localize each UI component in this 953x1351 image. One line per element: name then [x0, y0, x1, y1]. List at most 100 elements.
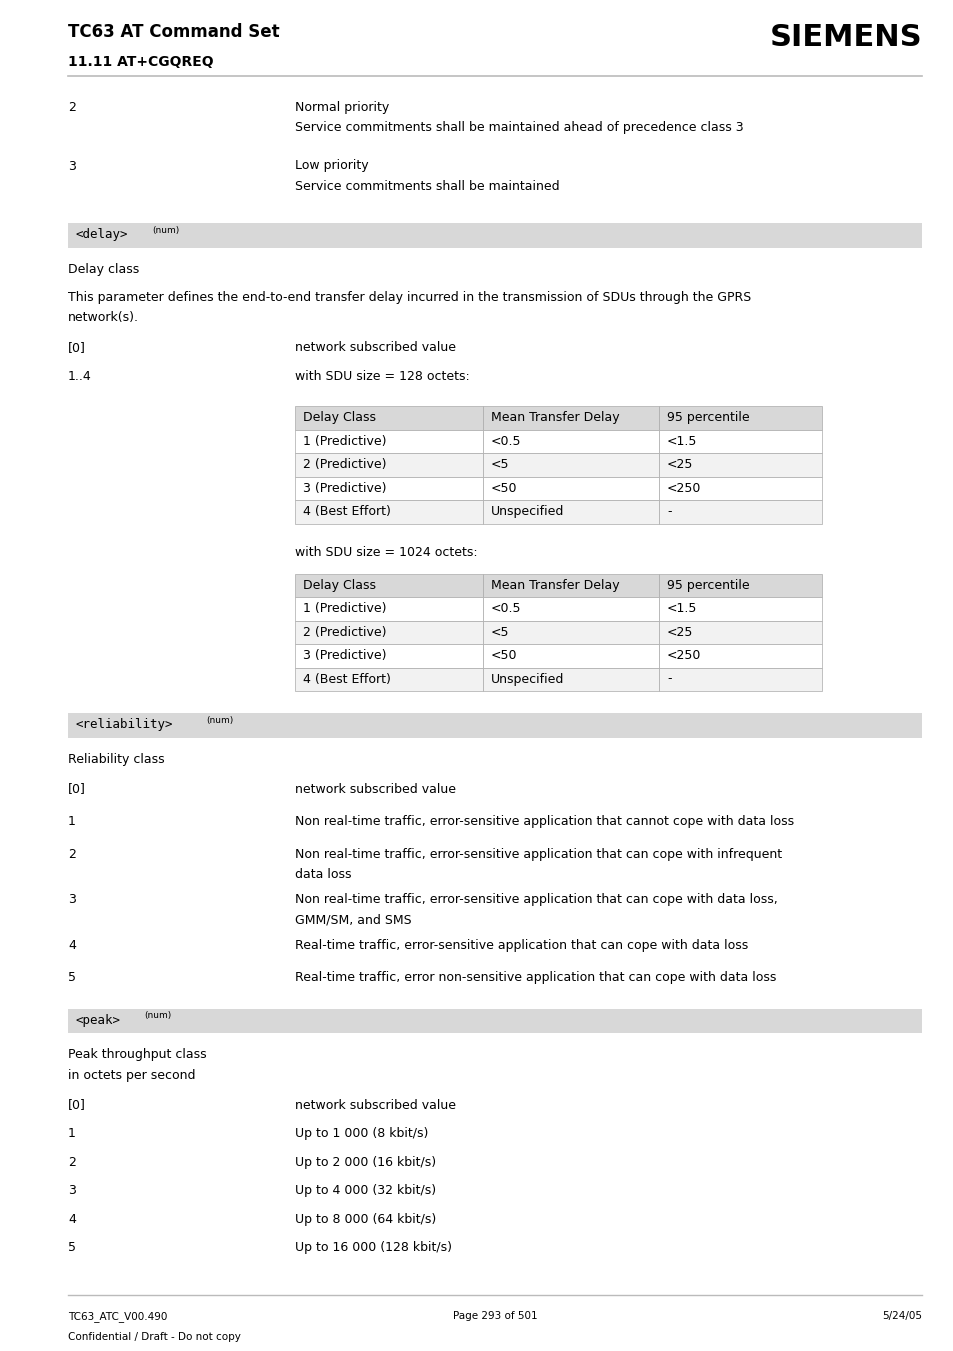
Text: <1.5: <1.5 [666, 435, 697, 447]
Text: GMM/SM, and SMS: GMM/SM, and SMS [294, 913, 411, 927]
Text: 4: 4 [68, 1212, 76, 1225]
Bar [482, 453, 659, 477]
Bar [294, 453, 482, 477]
Text: Mean Transfer Delay: Mean Transfer Delay [491, 411, 619, 424]
Text: (num): (num) [144, 1011, 172, 1020]
Text: <250: <250 [666, 481, 700, 494]
Text: 3: 3 [68, 159, 76, 173]
Text: -: - [666, 505, 671, 517]
Bar [294, 407, 482, 430]
Text: Normal priority: Normal priority [294, 101, 389, 113]
Bar [659, 500, 821, 523]
Bar [294, 500, 482, 523]
Text: 2: 2 [68, 847, 76, 861]
Text: <50: <50 [491, 481, 517, 494]
Text: 2: 2 [68, 1155, 76, 1169]
Bar [659, 620, 821, 644]
Text: 5: 5 [68, 1242, 76, 1254]
Text: <5: <5 [491, 626, 509, 639]
Text: 3 (Predictive): 3 (Predictive) [303, 481, 386, 494]
Text: Real-time traffic, error-sensitive application that can cope with data loss: Real-time traffic, error-sensitive appli… [294, 939, 747, 951]
Text: Reliability class: Reliability class [68, 753, 165, 766]
Bar [482, 667, 659, 690]
Text: 5/24/05: 5/24/05 [882, 1310, 921, 1321]
Text: <5: <5 [491, 458, 509, 471]
Text: network(s).: network(s). [68, 311, 139, 324]
Text: 95 percentile: 95 percentile [666, 578, 749, 592]
Text: Peak throughput class: Peak throughput class [68, 1048, 207, 1061]
Text: SIEMENS: SIEMENS [768, 23, 921, 51]
Text: <25: <25 [666, 458, 693, 471]
Text: network subscribed value: network subscribed value [294, 782, 456, 796]
Text: <peak>: <peak> [76, 1013, 121, 1027]
Bar [294, 477, 482, 500]
Text: data loss: data loss [294, 867, 351, 881]
Text: 5: 5 [68, 971, 76, 984]
Text: Non real-time traffic, error-sensitive application that cannot cope with data lo: Non real-time traffic, error-sensitive a… [294, 815, 793, 828]
Text: Delay Class: Delay Class [303, 411, 375, 424]
Text: in octets per second: in octets per second [68, 1069, 195, 1082]
Text: Service commitments shall be maintained ahead of precedence class 3: Service commitments shall be maintained … [294, 122, 742, 135]
Text: 1: 1 [68, 1127, 76, 1140]
Bar [482, 407, 659, 430]
Text: 4 (Best Effort): 4 (Best Effort) [303, 505, 391, 517]
Text: 95 percentile: 95 percentile [666, 411, 749, 424]
Bar [68, 223, 921, 247]
Text: 2 (Predictive): 2 (Predictive) [303, 626, 386, 639]
Bar [294, 430, 482, 453]
Text: 2: 2 [68, 101, 76, 113]
Text: Non real-time traffic, error-sensitive application that can cope with data loss,: Non real-time traffic, error-sensitive a… [294, 893, 777, 907]
Text: <25: <25 [666, 626, 693, 639]
Bar [482, 500, 659, 523]
Text: [0]: [0] [68, 340, 86, 354]
Text: network subscribed value: network subscribed value [294, 1098, 456, 1112]
Text: (num): (num) [206, 716, 233, 724]
Text: TC63_ATC_V00.490: TC63_ATC_V00.490 [68, 1310, 167, 1321]
Text: Unspecified: Unspecified [491, 673, 564, 685]
Bar [659, 644, 821, 667]
Bar [482, 477, 659, 500]
Text: <250: <250 [666, 648, 700, 662]
Text: -: - [666, 673, 671, 685]
Text: Up to 4 000 (32 kbit/s): Up to 4 000 (32 kbit/s) [294, 1183, 436, 1197]
Text: Real-time traffic, error non-sensitive application that can cope with data loss: Real-time traffic, error non-sensitive a… [294, 971, 776, 984]
Text: 1 (Predictive): 1 (Predictive) [303, 435, 386, 447]
Bar [659, 453, 821, 477]
Text: Up to 2 000 (16 kbit/s): Up to 2 000 (16 kbit/s) [294, 1155, 436, 1169]
Text: 11.11 AT+CGQREQ: 11.11 AT+CGQREQ [68, 55, 213, 69]
Text: 4 (Best Effort): 4 (Best Effort) [303, 673, 391, 685]
Text: 2 (Predictive): 2 (Predictive) [303, 458, 386, 471]
Bar [68, 1008, 921, 1034]
Bar [294, 667, 482, 690]
Bar [659, 407, 821, 430]
Text: <50: <50 [491, 648, 517, 662]
Text: This parameter defines the end-to-end transfer delay incurred in the transmissio: This parameter defines the end-to-end tr… [68, 290, 750, 304]
Bar [659, 667, 821, 690]
Text: with SDU size = 1024 octets:: with SDU size = 1024 octets: [294, 546, 477, 558]
Text: Delay Class: Delay Class [303, 578, 375, 592]
Bar [482, 430, 659, 453]
Bar [482, 574, 659, 597]
Bar [659, 574, 821, 597]
Bar [294, 597, 482, 620]
Text: <delay>: <delay> [76, 228, 129, 240]
Text: Service commitments shall be maintained: Service commitments shall be maintained [294, 180, 559, 193]
Text: <0.5: <0.5 [491, 603, 521, 615]
Text: 3 (Predictive): 3 (Predictive) [303, 648, 386, 662]
Bar [482, 644, 659, 667]
Text: 1..4: 1..4 [68, 370, 91, 382]
Text: 1 (Predictive): 1 (Predictive) [303, 603, 386, 615]
Text: [0]: [0] [68, 1098, 86, 1112]
Bar [659, 430, 821, 453]
Text: network subscribed value: network subscribed value [294, 340, 456, 354]
Text: TC63 AT Command Set: TC63 AT Command Set [68, 23, 279, 41]
Bar [659, 477, 821, 500]
Bar [294, 574, 482, 597]
Text: Up to 8 000 (64 kbit/s): Up to 8 000 (64 kbit/s) [294, 1212, 436, 1225]
Text: Up to 16 000 (128 kbit/s): Up to 16 000 (128 kbit/s) [294, 1242, 452, 1254]
Bar [294, 620, 482, 644]
Text: 3: 3 [68, 1183, 76, 1197]
Text: Up to 1 000 (8 kbit/s): Up to 1 000 (8 kbit/s) [294, 1127, 428, 1140]
Bar [659, 597, 821, 620]
Text: (num): (num) [152, 226, 179, 235]
